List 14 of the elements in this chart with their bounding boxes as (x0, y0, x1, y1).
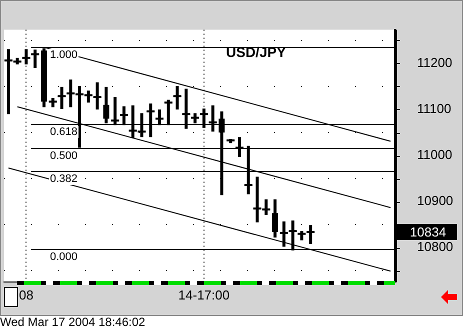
annotation: 1.000 (50, 49, 78, 62)
y-tick-label: 11200 (417, 55, 452, 70)
x-tick-label: 14-17:00 (178, 288, 230, 303)
y-tick-label: 11100 (417, 101, 452, 116)
text: Wed Mar 17 2004 18:46:02 (0, 315, 146, 329)
y-tick-label: 10800 (417, 239, 454, 254)
y-tick-label: 11000 (417, 147, 452, 162)
y-tick-label: 10900 (417, 193, 454, 208)
annotation: 0.500 (50, 150, 78, 162)
annotation: 0.382 (50, 173, 78, 186)
text: 10834 (410, 224, 446, 240)
annotation: 0.000 (50, 251, 78, 264)
x-tick-label: 08 (18, 288, 34, 303)
annotation: 0.618 (50, 126, 78, 138)
